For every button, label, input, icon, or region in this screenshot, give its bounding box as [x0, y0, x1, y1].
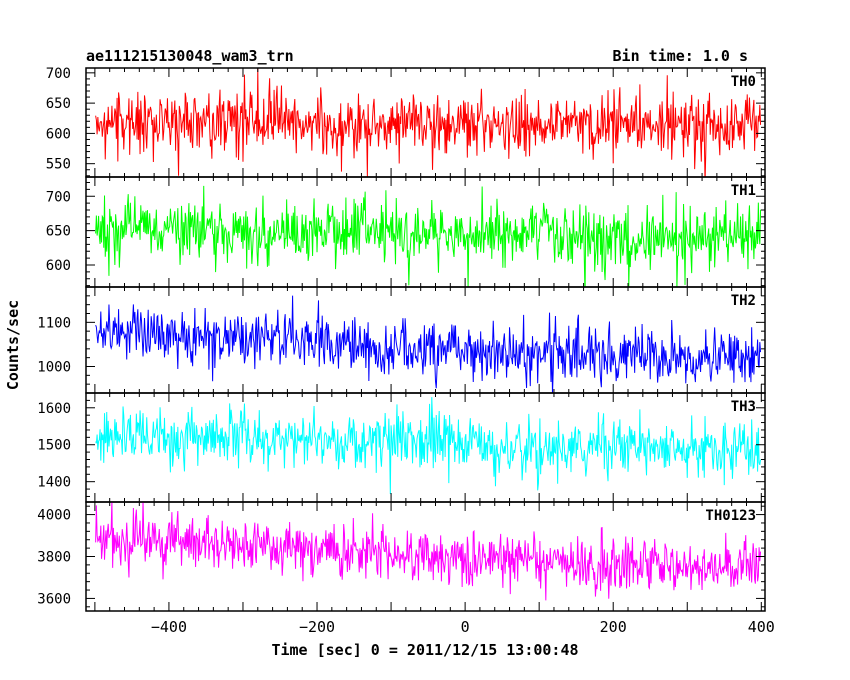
x-axis-label: Time [sec] 0 = 2011/12/15 13:00:48: [271, 641, 578, 659]
y-tick-label: 1000: [37, 360, 71, 376]
y-tick-label: 1500: [37, 438, 71, 454]
panel-label-th0123: TH0123: [705, 508, 756, 524]
panel-th1: 600 650 700 TH1: [46, 176, 766, 288]
y-tick-label: 3800: [37, 550, 71, 566]
bin-time-label: Bin time: 1.0 s: [613, 47, 748, 65]
x-tick-label: 400: [748, 618, 775, 636]
panel-th0123: 3600 3800 4000 TH0123: [37, 501, 766, 612]
y-tick-label: 700: [46, 189, 71, 205]
panel-label-th1: TH1: [731, 183, 756, 199]
y-tick-label: 1400: [37, 475, 71, 491]
panel-label-th2: TH2: [731, 293, 756, 309]
y-axis-label: Counts/sec: [4, 300, 22, 390]
y-tick-label: 600: [46, 126, 71, 142]
x-tick-label: −400: [151, 618, 187, 636]
x-axis: −400 −200 0 200 400: [151, 618, 775, 636]
panel-th3: 1400 1500 1600 TH3: [37, 392, 766, 503]
series-line-th2: [95, 295, 762, 393]
x-tick-label: 0: [461, 618, 470, 636]
panel-label-th3: TH3: [731, 399, 756, 415]
y-tick-label: 1100: [37, 315, 71, 331]
panel-th2: 1000 1100 TH2: [37, 286, 766, 394]
panel-label-th0: TH0: [731, 74, 756, 90]
y-tick-label: 550: [46, 157, 71, 173]
x-tick-label: −200: [299, 618, 335, 636]
y-tick-label: 650: [46, 224, 71, 240]
x-tick-label: 200: [600, 618, 627, 636]
series-line-th0123: [95, 502, 762, 601]
y-tick-label: 600: [46, 258, 71, 274]
y-tick-label: 4000: [37, 508, 71, 524]
series-line-th3: [95, 397, 762, 494]
panel-frame: [85, 501, 766, 612]
panel-th0: 550 600 650 700 TH0: [46, 66, 766, 178]
y-tick-label: 1600: [37, 401, 71, 417]
chart-title: ae111215130048_wam3_trn: [86, 47, 294, 65]
y-tick-label: 650: [46, 96, 71, 112]
panels: 550 600 650 700 TH0 600 650 700 TH1 1000 1100 TH2 14…: [37, 66, 766, 612]
series-line-th1: [95, 185, 762, 287]
series-line-th0: [95, 68, 762, 177]
y-tick-label: 3600: [37, 591, 71, 607]
y-tick-label: 700: [46, 66, 71, 82]
